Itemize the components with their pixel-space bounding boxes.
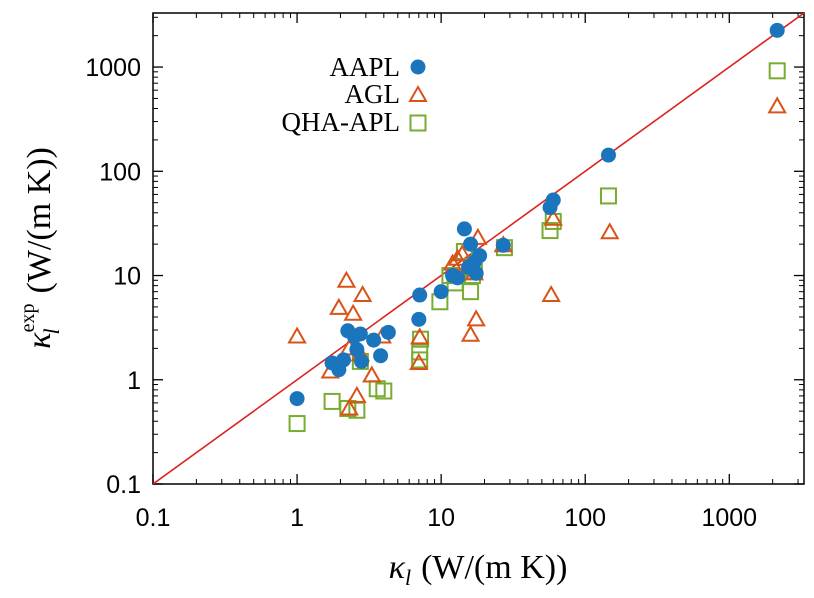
point-agl [362, 365, 382, 383]
point-qha-apl [541, 222, 559, 240]
point-aapl [472, 248, 488, 264]
y-axis-symbol: κ [21, 332, 58, 349]
y-tick-label: 100 [99, 158, 141, 186]
point-aapl [366, 332, 382, 348]
x-tick-label: 0.1 [136, 504, 171, 532]
point-aapl [380, 324, 396, 340]
point-agl [541, 285, 561, 303]
point-aapl [450, 270, 466, 286]
tick-group: 0.1 1 10 100 1000 0.1 1 10 100 1000 [85, 13, 804, 532]
legend-marker-aapl [410, 59, 426, 75]
point-aapl [412, 287, 428, 303]
point-qha-apl [375, 382, 393, 400]
point-agl [452, 244, 472, 262]
point-aapl [373, 348, 389, 364]
point-agl [460, 324, 481, 342]
point-agl [329, 297, 349, 315]
point-aapl [335, 352, 351, 368]
legend-marker-agl [408, 84, 428, 102]
legend-label-agl: AGL [345, 79, 401, 109]
x-axis-title: κl (W/(m K)) [389, 549, 568, 590]
point-qha-apl [288, 415, 306, 433]
point-aapl [468, 265, 484, 281]
y-tick-label: 1 [127, 367, 141, 395]
x-tick-label: 100 [564, 504, 606, 532]
svg-text:κlexp(W/(m K)): κlexp (W/(m K)) [17, 147, 64, 349]
point-aapl [495, 237, 511, 253]
point-aapl [600, 147, 616, 163]
point-qha-apl [411, 343, 429, 361]
x-tick-label: 1000 [701, 504, 757, 532]
point-agl [352, 285, 373, 303]
point-agl [339, 398, 359, 416]
point-agl [447, 248, 468, 266]
y-tick-label: 0.1 [106, 471, 141, 499]
point-aapl [433, 284, 449, 300]
point-agl [409, 352, 429, 370]
point-aapl [769, 22, 785, 38]
point-aapl [289, 391, 305, 407]
point-qha-apl [323, 392, 341, 410]
point-aapl [545, 192, 561, 208]
y-tick-label: 1000 [85, 54, 141, 82]
point-agl [343, 303, 363, 321]
y-tick-label: 10 [113, 263, 141, 291]
point-aapl [352, 326, 368, 342]
legend: AAPL AGL QHA-APL [282, 52, 428, 137]
point-aapl [353, 353, 369, 369]
point-agl [767, 96, 787, 114]
point-agl [600, 222, 620, 240]
point-agl [336, 270, 357, 288]
legend-label-aapl: AAPL [329, 52, 400, 82]
point-agl [409, 327, 430, 345]
plot-frame [152, 12, 805, 485]
point-qha-apl [599, 187, 617, 205]
point-aapl [463, 236, 479, 252]
point-agl [287, 326, 307, 344]
y-axis-subscript: l [39, 328, 64, 334]
x-tick-label: 10 [427, 504, 455, 532]
point-qha-apl [462, 283, 480, 301]
point-agl [347, 385, 367, 403]
point-aapl [411, 311, 427, 327]
x-axis-symbol: κ [389, 549, 406, 586]
point-aapl [456, 221, 472, 237]
x-axis-units: (W/(m K)) [421, 549, 567, 586]
data-points-group [287, 22, 787, 433]
point-agl [543, 208, 563, 226]
x-axis-subscript: l [405, 565, 411, 590]
legend-label-qha-apl: QHA-APL [282, 107, 401, 137]
point-aapl [349, 342, 365, 358]
point-agl [466, 309, 486, 327]
y-axis-superscript: exp [17, 303, 39, 332]
legend-marker-qha-apl [409, 114, 427, 132]
y-axis-title: κlexp (W/(m K)) [17, 147, 64, 349]
point-qha-apl [768, 62, 786, 80]
y-axis-units: (W/(m K)) [21, 147, 58, 293]
x-tick-label: 1 [290, 504, 304, 532]
